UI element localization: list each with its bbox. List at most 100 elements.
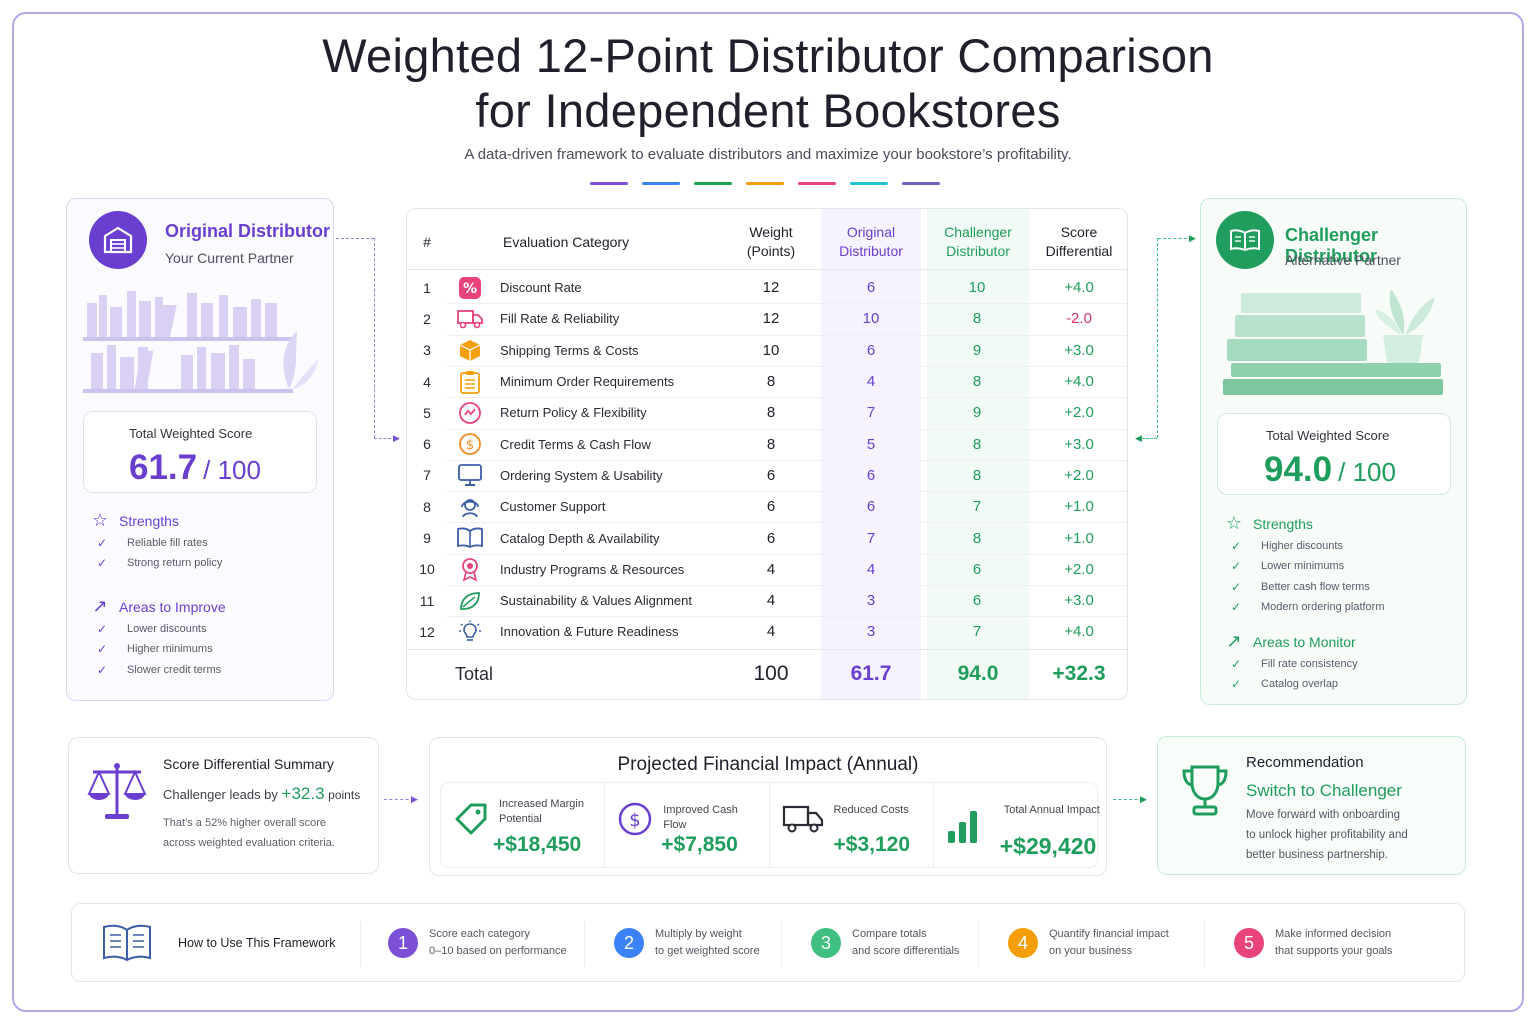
challenger-score-box: Total Weighted Score 94.0/ 100 xyxy=(1217,413,1451,495)
svg-text:$: $ xyxy=(630,810,641,831)
header-num: # xyxy=(423,234,431,250)
row-differential: +3.0 xyxy=(1064,341,1094,359)
row-weight: 4 xyxy=(766,592,776,610)
dollar-circle-icon: $ xyxy=(619,802,652,836)
row-divider xyxy=(447,459,1127,461)
total-original: 61.7 xyxy=(850,662,892,685)
check-icon: ✓ xyxy=(1231,579,1242,594)
dollar-icon: $ xyxy=(457,431,483,457)
row-differential: +2.0 xyxy=(1064,560,1094,578)
arrow-right-icon: ▶ xyxy=(1140,794,1147,804)
table-row: 1% Discount Rate 12 6 10 +4.0 xyxy=(407,272,1127,303)
impact-total-value: +$29,420 xyxy=(999,833,1097,859)
row-category: Return Policy & Flexibility xyxy=(500,405,647,421)
row-weight: 8 xyxy=(766,373,776,391)
list-item: ✓ Higher discounts xyxy=(1231,536,1385,556)
recommendation-text: Move forward with onboarding to unlock hi… xyxy=(1246,809,1408,861)
summary-title: Score Differential Summary xyxy=(163,756,334,772)
total-weight: 100 xyxy=(753,662,789,685)
book-icon xyxy=(457,525,483,551)
row-original-score: 5 xyxy=(866,435,876,453)
row-differential: +3.0 xyxy=(1064,592,1094,610)
howto-divider xyxy=(781,922,782,966)
impact-cashflow-value: +$7,850 xyxy=(661,833,738,856)
connector-right-v xyxy=(1157,238,1158,438)
impact-costs-label: Reduced Costs xyxy=(833,804,909,816)
row-divider xyxy=(447,365,1127,367)
list-item: ✓ Reliable fill rates xyxy=(97,533,222,553)
step-number-badge: 1 xyxy=(388,928,418,958)
table-row: 5 Return Policy & Flexibility 8 7 9 +2.0 xyxy=(407,397,1127,428)
row-category: Credit Terms & Cash Flow xyxy=(500,436,651,452)
page-subtitle: A data-driven framework to evaluate dist… xyxy=(464,146,1072,163)
row-differential: -2.0 xyxy=(1066,310,1092,328)
list-item-text: Strong return policy xyxy=(127,557,223,570)
table-row: 9 Catalog Depth & Availability 6 7 8 +1.0 xyxy=(407,522,1127,553)
row-challenger-score: 6 xyxy=(972,560,982,578)
check-icon: ✓ xyxy=(97,556,108,571)
row-number: 5 xyxy=(423,404,431,421)
step-number-badge: 4 xyxy=(1008,928,1038,958)
impact-margin-value: +$18,450 xyxy=(493,833,582,856)
row-weight: 12 xyxy=(762,279,780,297)
original-improve-list: ✓ Lower discounts ✓ Higher minimums ✓ Slower … xyxy=(97,619,221,680)
list-item: ✓ Strong return policy xyxy=(97,553,222,573)
step-number-badge: 2 xyxy=(614,928,644,958)
accent-color-bars xyxy=(590,182,940,185)
row-weight: 6 xyxy=(766,466,776,484)
row-differential: +1.0 xyxy=(1064,498,1094,516)
row-original-score: 6 xyxy=(866,498,876,516)
challenger-strengths-heading: ☆ Strengths xyxy=(1223,513,1313,534)
list-item-text: Lower minimums xyxy=(1261,560,1345,573)
row-weight: 6 xyxy=(766,498,776,516)
list-item-text: Fill rate consistency xyxy=(1261,658,1358,671)
row-original-score: 6 xyxy=(866,341,876,359)
row-number: 3 xyxy=(423,342,431,359)
connector-left xyxy=(336,238,374,239)
lightbulb-icon xyxy=(457,619,483,645)
howto-divider xyxy=(360,922,361,966)
row-differential: +4.0 xyxy=(1064,623,1094,641)
header-category: Evaluation Category xyxy=(503,234,630,250)
arrow-right-icon: ▶ xyxy=(411,794,418,804)
row-challenger-score: 10 xyxy=(968,279,986,297)
check-icon: ✓ xyxy=(1231,677,1242,692)
list-item-text: Better cash flow terms xyxy=(1261,580,1370,593)
row-differential: +2.0 xyxy=(1064,404,1094,422)
total-challenger: 94.0 xyxy=(957,662,999,685)
summary-note: That’s a 52% higher overall score across … xyxy=(163,817,335,849)
bookshelf-illustration xyxy=(83,291,319,393)
original-column-highlight xyxy=(821,209,921,699)
row-original-score: 6 xyxy=(866,279,876,297)
clipboard-icon xyxy=(457,369,483,395)
row-weight: 4 xyxy=(766,623,776,641)
table-row: 12 Innovation & Future Readiness 4 3 7 +4.0 xyxy=(407,616,1127,647)
truck-icon xyxy=(782,805,823,833)
howto-step: 2 Multiply by weight to get weighted score xyxy=(614,926,760,960)
impact-title: Projected Financial Impact (Annual) xyxy=(617,754,919,775)
connector-right-h2 xyxy=(1142,438,1157,439)
row-challenger-score: 8 xyxy=(972,310,982,328)
row-weight: 10 xyxy=(762,341,780,359)
recommendation-title: Recommendation xyxy=(1246,754,1364,771)
check-icon: ✓ xyxy=(97,642,108,657)
list-item: ✓ Fill rate consistency xyxy=(1231,654,1358,674)
list-item-text: Higher minimums xyxy=(127,643,213,656)
header-divider xyxy=(407,269,1127,270)
step-text: Quantify financial impact on your busines… xyxy=(1049,928,1169,957)
bar-chart-icon xyxy=(947,811,977,843)
row-divider xyxy=(447,553,1127,555)
step-number-badge: 5 xyxy=(1234,928,1264,958)
challenger-score-label: Total Weighted Score xyxy=(1266,428,1390,443)
accent-bar xyxy=(902,182,940,185)
row-challenger-score: 8 xyxy=(972,466,982,484)
award-icon xyxy=(457,556,483,582)
challenger-monitor-heading: ↗ Areas to Monitor xyxy=(1223,631,1355,652)
row-number: 12 xyxy=(419,623,435,640)
row-original-score: 7 xyxy=(866,404,876,422)
row-divider xyxy=(447,522,1127,524)
row-category: Discount Rate xyxy=(500,280,582,296)
row-challenger-score: 8 xyxy=(972,373,982,391)
row-challenger-score: 8 xyxy=(972,529,982,547)
row-number: 9 xyxy=(423,530,431,547)
